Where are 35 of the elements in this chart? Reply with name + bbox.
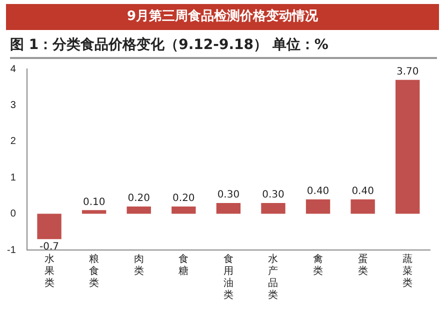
data-label: 3.70 [396,66,419,78]
bar [216,202,241,214]
x-tick-label: 蔬菜类 [402,252,413,289]
x-tick-label: 食糖 [178,252,189,277]
chart-subtitle: 图 1：分类食品价格变化（9.12-9.18） 单位：% [10,36,437,59]
y-tick-label: 4 [10,64,16,75]
data-label: 0.20 [172,193,195,204]
x-tick-label: 水产品类 [268,252,278,301]
x-tick-label: 肉类 [134,254,144,277]
bar [306,199,330,214]
data-label: -0.7 [40,242,60,253]
bar [126,206,151,214]
bar [396,80,420,214]
x-tick-label: 食用油类 [223,252,234,301]
data-label: 0.30 [262,190,284,201]
y-tick-label: 3 [10,100,16,111]
chart-title: 9月第三周食品检测价格变动情况 [6,4,439,30]
y-tick-label: 2 [10,136,16,148]
data-label: 0.10 [82,196,106,208]
x-tick-label: 蛋类 [358,252,368,277]
bar [261,202,286,214]
y-tick-label: 0 [10,208,16,220]
x-tick-label: 禽类 [313,252,324,277]
x-tick-label: 水果类 [44,252,54,289]
data-label: 0.40 [352,186,374,197]
bar [172,206,196,214]
bar [82,210,106,214]
x-tick-label: 粮食类 [89,252,100,289]
bar [350,199,375,214]
data-label: 0.30 [217,190,240,201]
data-label: 0.20 [128,193,150,204]
data-label: 0.40 [306,186,330,197]
y-tick-label: -1 [6,244,16,256]
y-tick-label: 1 [10,172,16,184]
bar [37,214,62,240]
